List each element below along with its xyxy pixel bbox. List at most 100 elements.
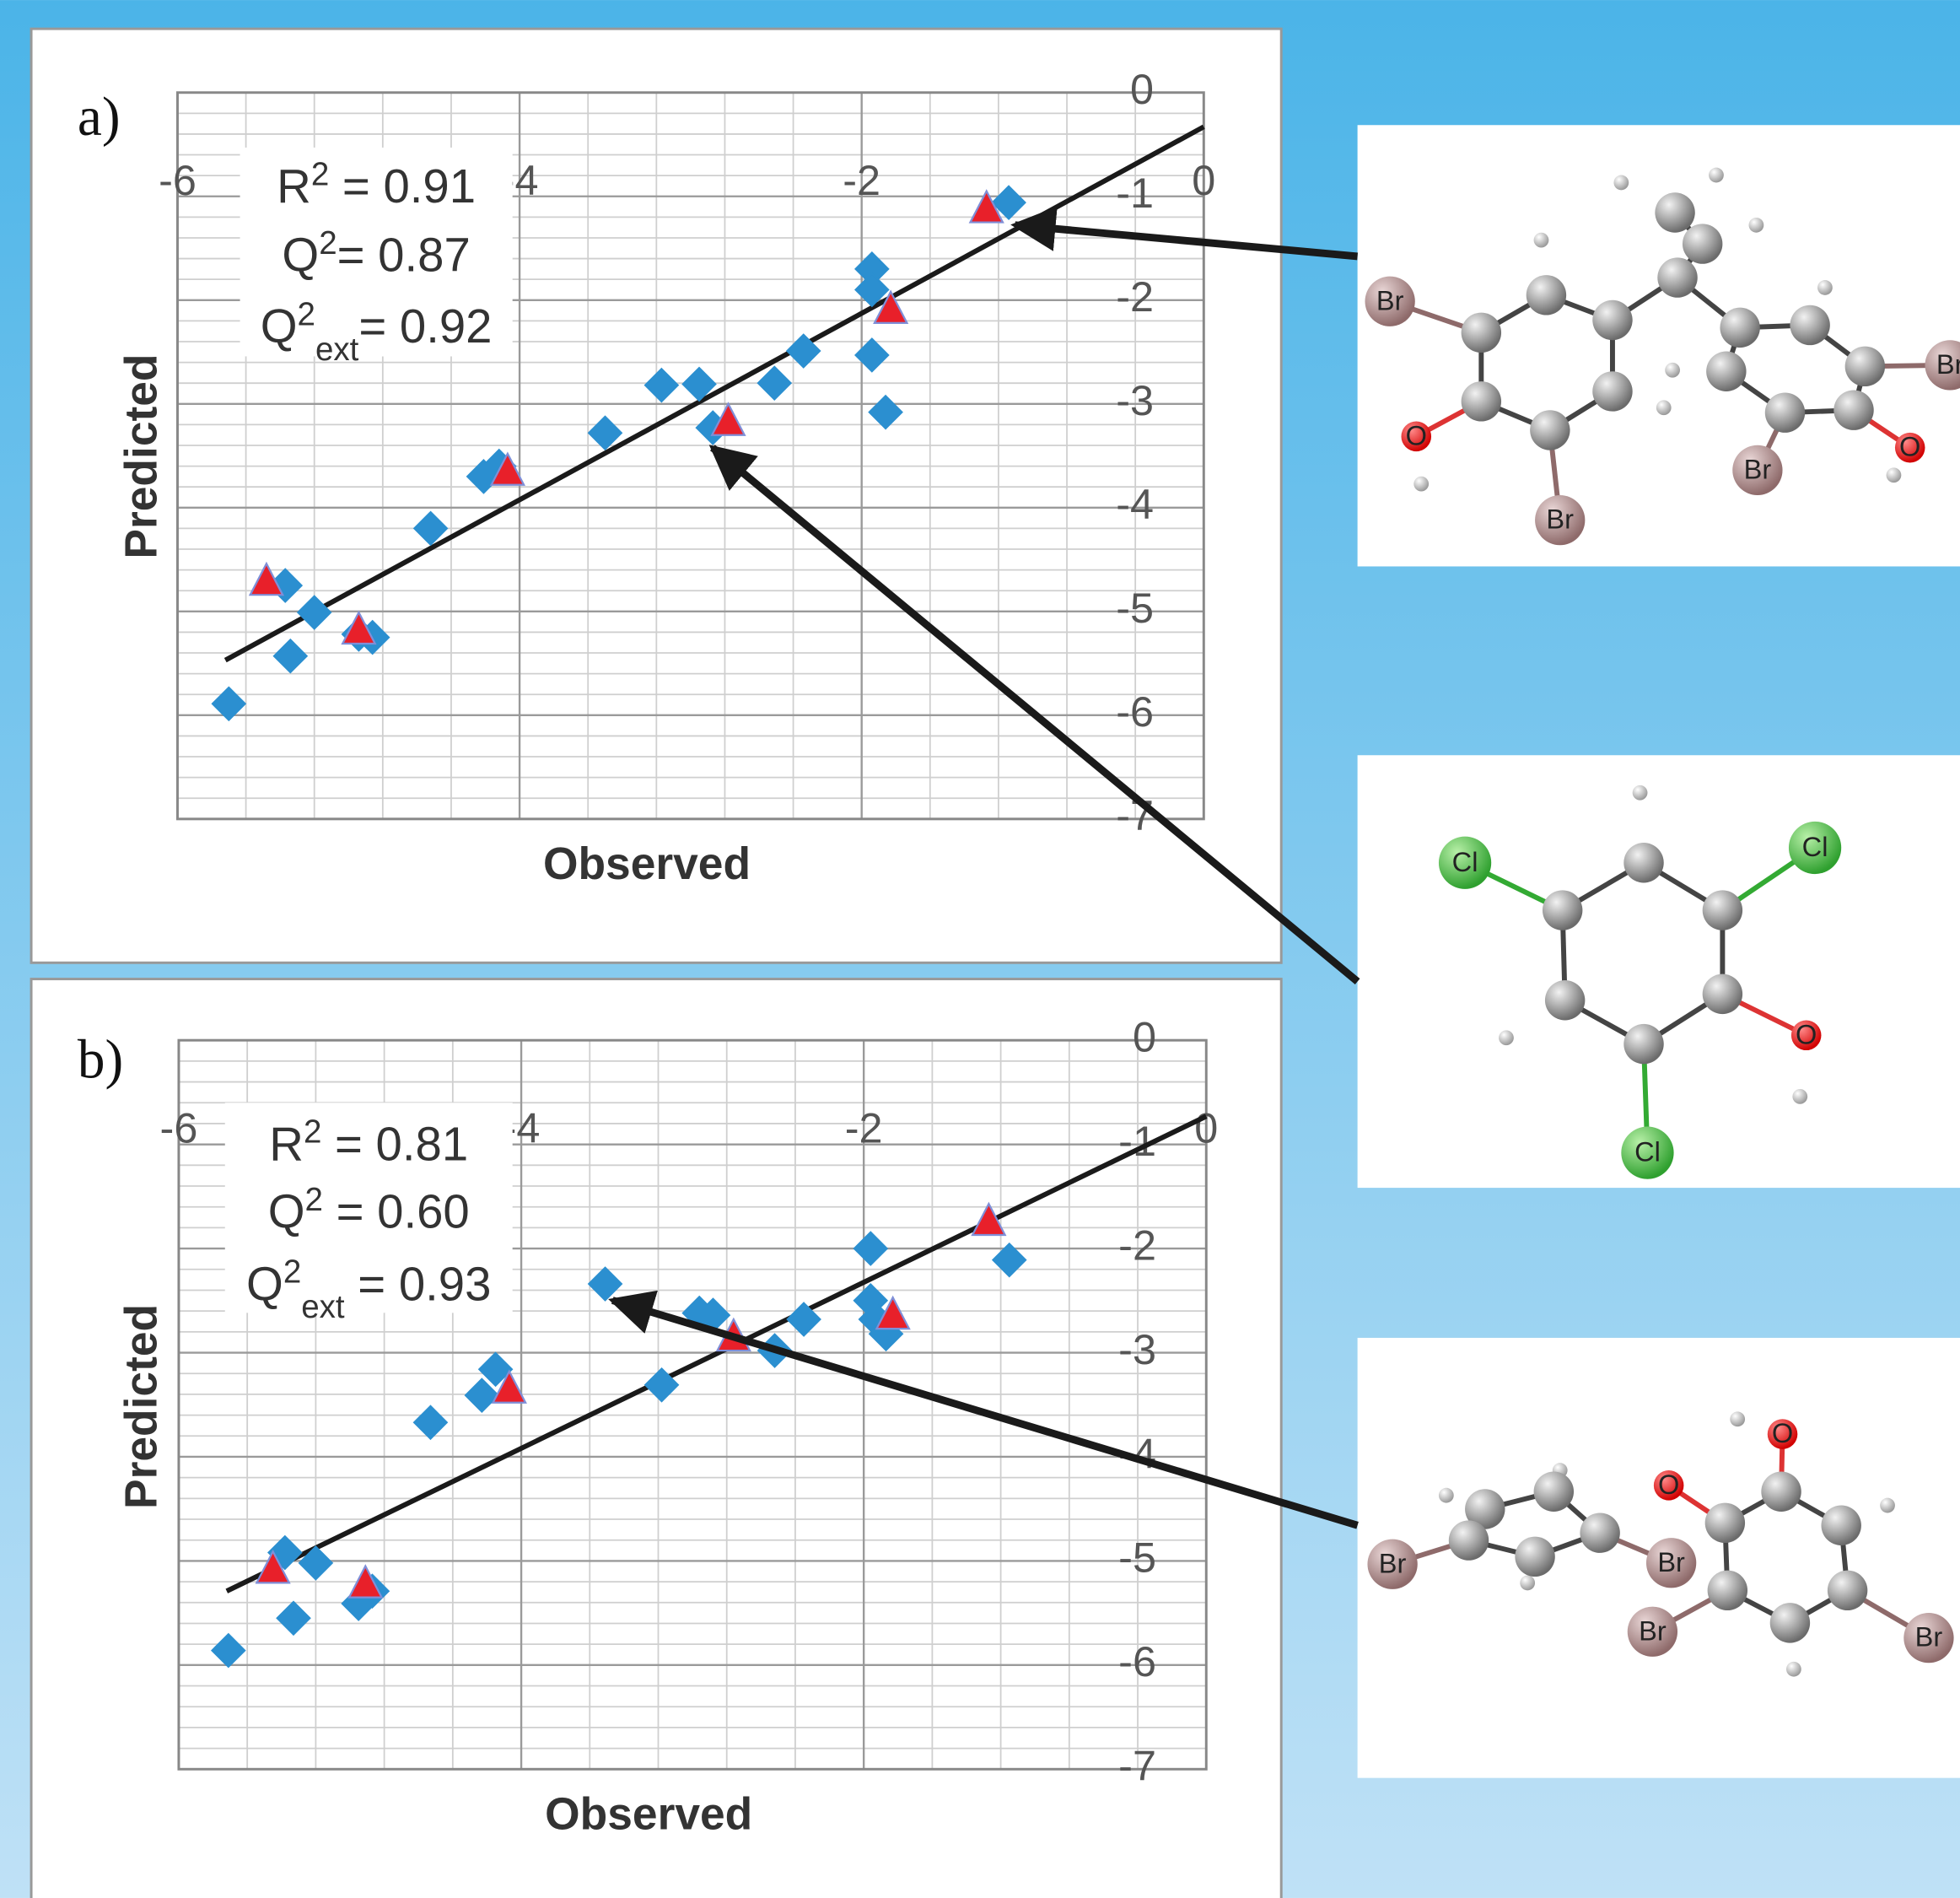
y-tick-label: -3 bbox=[1118, 1325, 1156, 1373]
carbon bbox=[1703, 974, 1742, 1014]
x-tick-label: 0 bbox=[1194, 1104, 1218, 1152]
y-tick-label: -2 bbox=[1116, 272, 1154, 321]
hydrogen bbox=[1786, 1662, 1801, 1677]
atom-label: O bbox=[1406, 419, 1427, 450]
carbon bbox=[1720, 308, 1759, 348]
x-tick-label: 0 bbox=[1192, 156, 1215, 204]
annotation-base: Q bbox=[282, 229, 319, 282]
carbon bbox=[1545, 980, 1585, 1020]
x-tick-label: -2 bbox=[845, 1104, 883, 1152]
carbon bbox=[1527, 275, 1566, 315]
annotation-text: = 0.60 bbox=[323, 1185, 470, 1238]
carbon bbox=[1515, 1537, 1554, 1577]
annotation-sup: 2 bbox=[319, 225, 337, 262]
panel-label: a) bbox=[78, 87, 121, 148]
y-tick-label: -7 bbox=[1118, 1742, 1156, 1790]
hydrogen bbox=[1613, 175, 1629, 191]
annotation-sup: 2 bbox=[283, 1254, 301, 1291]
y-tick-label: -2 bbox=[1118, 1221, 1156, 1269]
atom-label: Br bbox=[1936, 348, 1960, 380]
carbon bbox=[1770, 1603, 1810, 1642]
carbon bbox=[1534, 1472, 1574, 1512]
carbon bbox=[1623, 843, 1663, 882]
carbon bbox=[1845, 347, 1885, 386]
molecule-box bbox=[1358, 755, 1960, 1188]
hydrogen bbox=[1817, 280, 1833, 295]
y-tick-label: 0 bbox=[1133, 1013, 1156, 1061]
hydrogen bbox=[1730, 1411, 1745, 1426]
atom-label: O bbox=[1658, 1469, 1679, 1500]
hydrogen bbox=[1792, 1089, 1807, 1104]
hydrogen bbox=[1656, 400, 1672, 415]
y-tick-label: -4 bbox=[1116, 480, 1154, 528]
y-axis-title: Predicted bbox=[116, 1304, 166, 1509]
annotation-text: = 0.93 bbox=[345, 1257, 492, 1310]
hydrogen bbox=[1880, 1498, 1895, 1513]
annotation-sup: 2 bbox=[304, 1114, 321, 1151]
annotation-base: Q bbox=[268, 1185, 305, 1238]
carbon bbox=[1683, 224, 1722, 263]
carbon bbox=[1703, 890, 1742, 930]
carbon bbox=[1623, 1024, 1663, 1064]
carbon bbox=[1706, 352, 1746, 391]
hydrogen bbox=[1749, 218, 1764, 233]
y-tick-label: -3 bbox=[1116, 376, 1154, 424]
hydrogen bbox=[1887, 467, 1902, 483]
carbon bbox=[1592, 300, 1632, 340]
x-tick-label: -6 bbox=[159, 156, 197, 204]
figure: -6-4-200-1-2-3-4-5-6-7R2 = 0.91Q2= 0.87Q… bbox=[0, 0, 1960, 1898]
y-axis-title: Predicted bbox=[116, 353, 166, 558]
atom-label: Br bbox=[1915, 1621, 1943, 1653]
carbon bbox=[1462, 313, 1501, 353]
hydrogen bbox=[1439, 1488, 1454, 1503]
annotation-text: = 0.81 bbox=[321, 1117, 468, 1170]
annotation-base: Q bbox=[246, 1257, 283, 1310]
atom-label: Cl bbox=[1634, 1136, 1661, 1167]
atom-label: Cl bbox=[1802, 831, 1828, 862]
annotation-sup: 2 bbox=[305, 1182, 323, 1218]
carbon bbox=[1708, 1571, 1747, 1610]
atom-label: Br bbox=[1546, 504, 1574, 535]
annotation-sup: 2 bbox=[298, 296, 315, 332]
x-axis-title: Observed bbox=[545, 1789, 752, 1839]
atom-label: Cl bbox=[1452, 846, 1478, 877]
y-tick-label: -1 bbox=[1116, 169, 1154, 217]
carbon bbox=[1705, 1503, 1745, 1543]
carbon bbox=[1580, 1512, 1619, 1552]
atom-label: Br bbox=[1379, 1547, 1407, 1578]
carbon bbox=[1765, 392, 1805, 432]
annotation-base: R bbox=[277, 159, 311, 213]
carbon bbox=[1790, 305, 1829, 345]
panel-label: b) bbox=[78, 1030, 123, 1091]
molecule-box bbox=[1358, 125, 1960, 566]
annotation: Q2= 0.87 bbox=[282, 225, 470, 282]
x-tick-label: -6 bbox=[160, 1104, 198, 1152]
carbon bbox=[1657, 257, 1697, 297]
carbon bbox=[1761, 1472, 1801, 1512]
x-tick-label: -2 bbox=[843, 156, 880, 204]
carbon bbox=[1828, 1571, 1867, 1610]
page: {"chart_data": [ {"type": "scatter", "pa… bbox=[0, 0, 1960, 1898]
annotation-base: Q bbox=[261, 299, 298, 353]
x-axis-title: Observed bbox=[543, 839, 751, 889]
annotation-base: R bbox=[269, 1117, 304, 1170]
atom-label: O bbox=[1772, 1417, 1793, 1448]
hydrogen bbox=[1520, 1576, 1535, 1591]
atom-label: Br bbox=[1376, 284, 1404, 315]
y-tick-label: -6 bbox=[1116, 687, 1154, 736]
carbon bbox=[1462, 381, 1501, 421]
hydrogen bbox=[1633, 785, 1648, 801]
carbon bbox=[1449, 1520, 1489, 1560]
carbon bbox=[1655, 192, 1694, 232]
annotation: Q2 = 0.60 bbox=[268, 1182, 470, 1238]
annotation-text: = 0.87 bbox=[337, 229, 471, 282]
y-tick-label: 0 bbox=[1130, 65, 1154, 113]
atom-label: Br bbox=[1744, 453, 1772, 484]
panel-b bbox=[31, 979, 1281, 1898]
carbon bbox=[1592, 371, 1632, 411]
y-tick-label: -5 bbox=[1118, 1534, 1156, 1582]
carbon bbox=[1833, 390, 1873, 429]
atom-label: Br bbox=[1657, 1546, 1685, 1577]
y-tick-label: -5 bbox=[1116, 584, 1154, 632]
annotation-sub: ext bbox=[301, 1289, 345, 1325]
